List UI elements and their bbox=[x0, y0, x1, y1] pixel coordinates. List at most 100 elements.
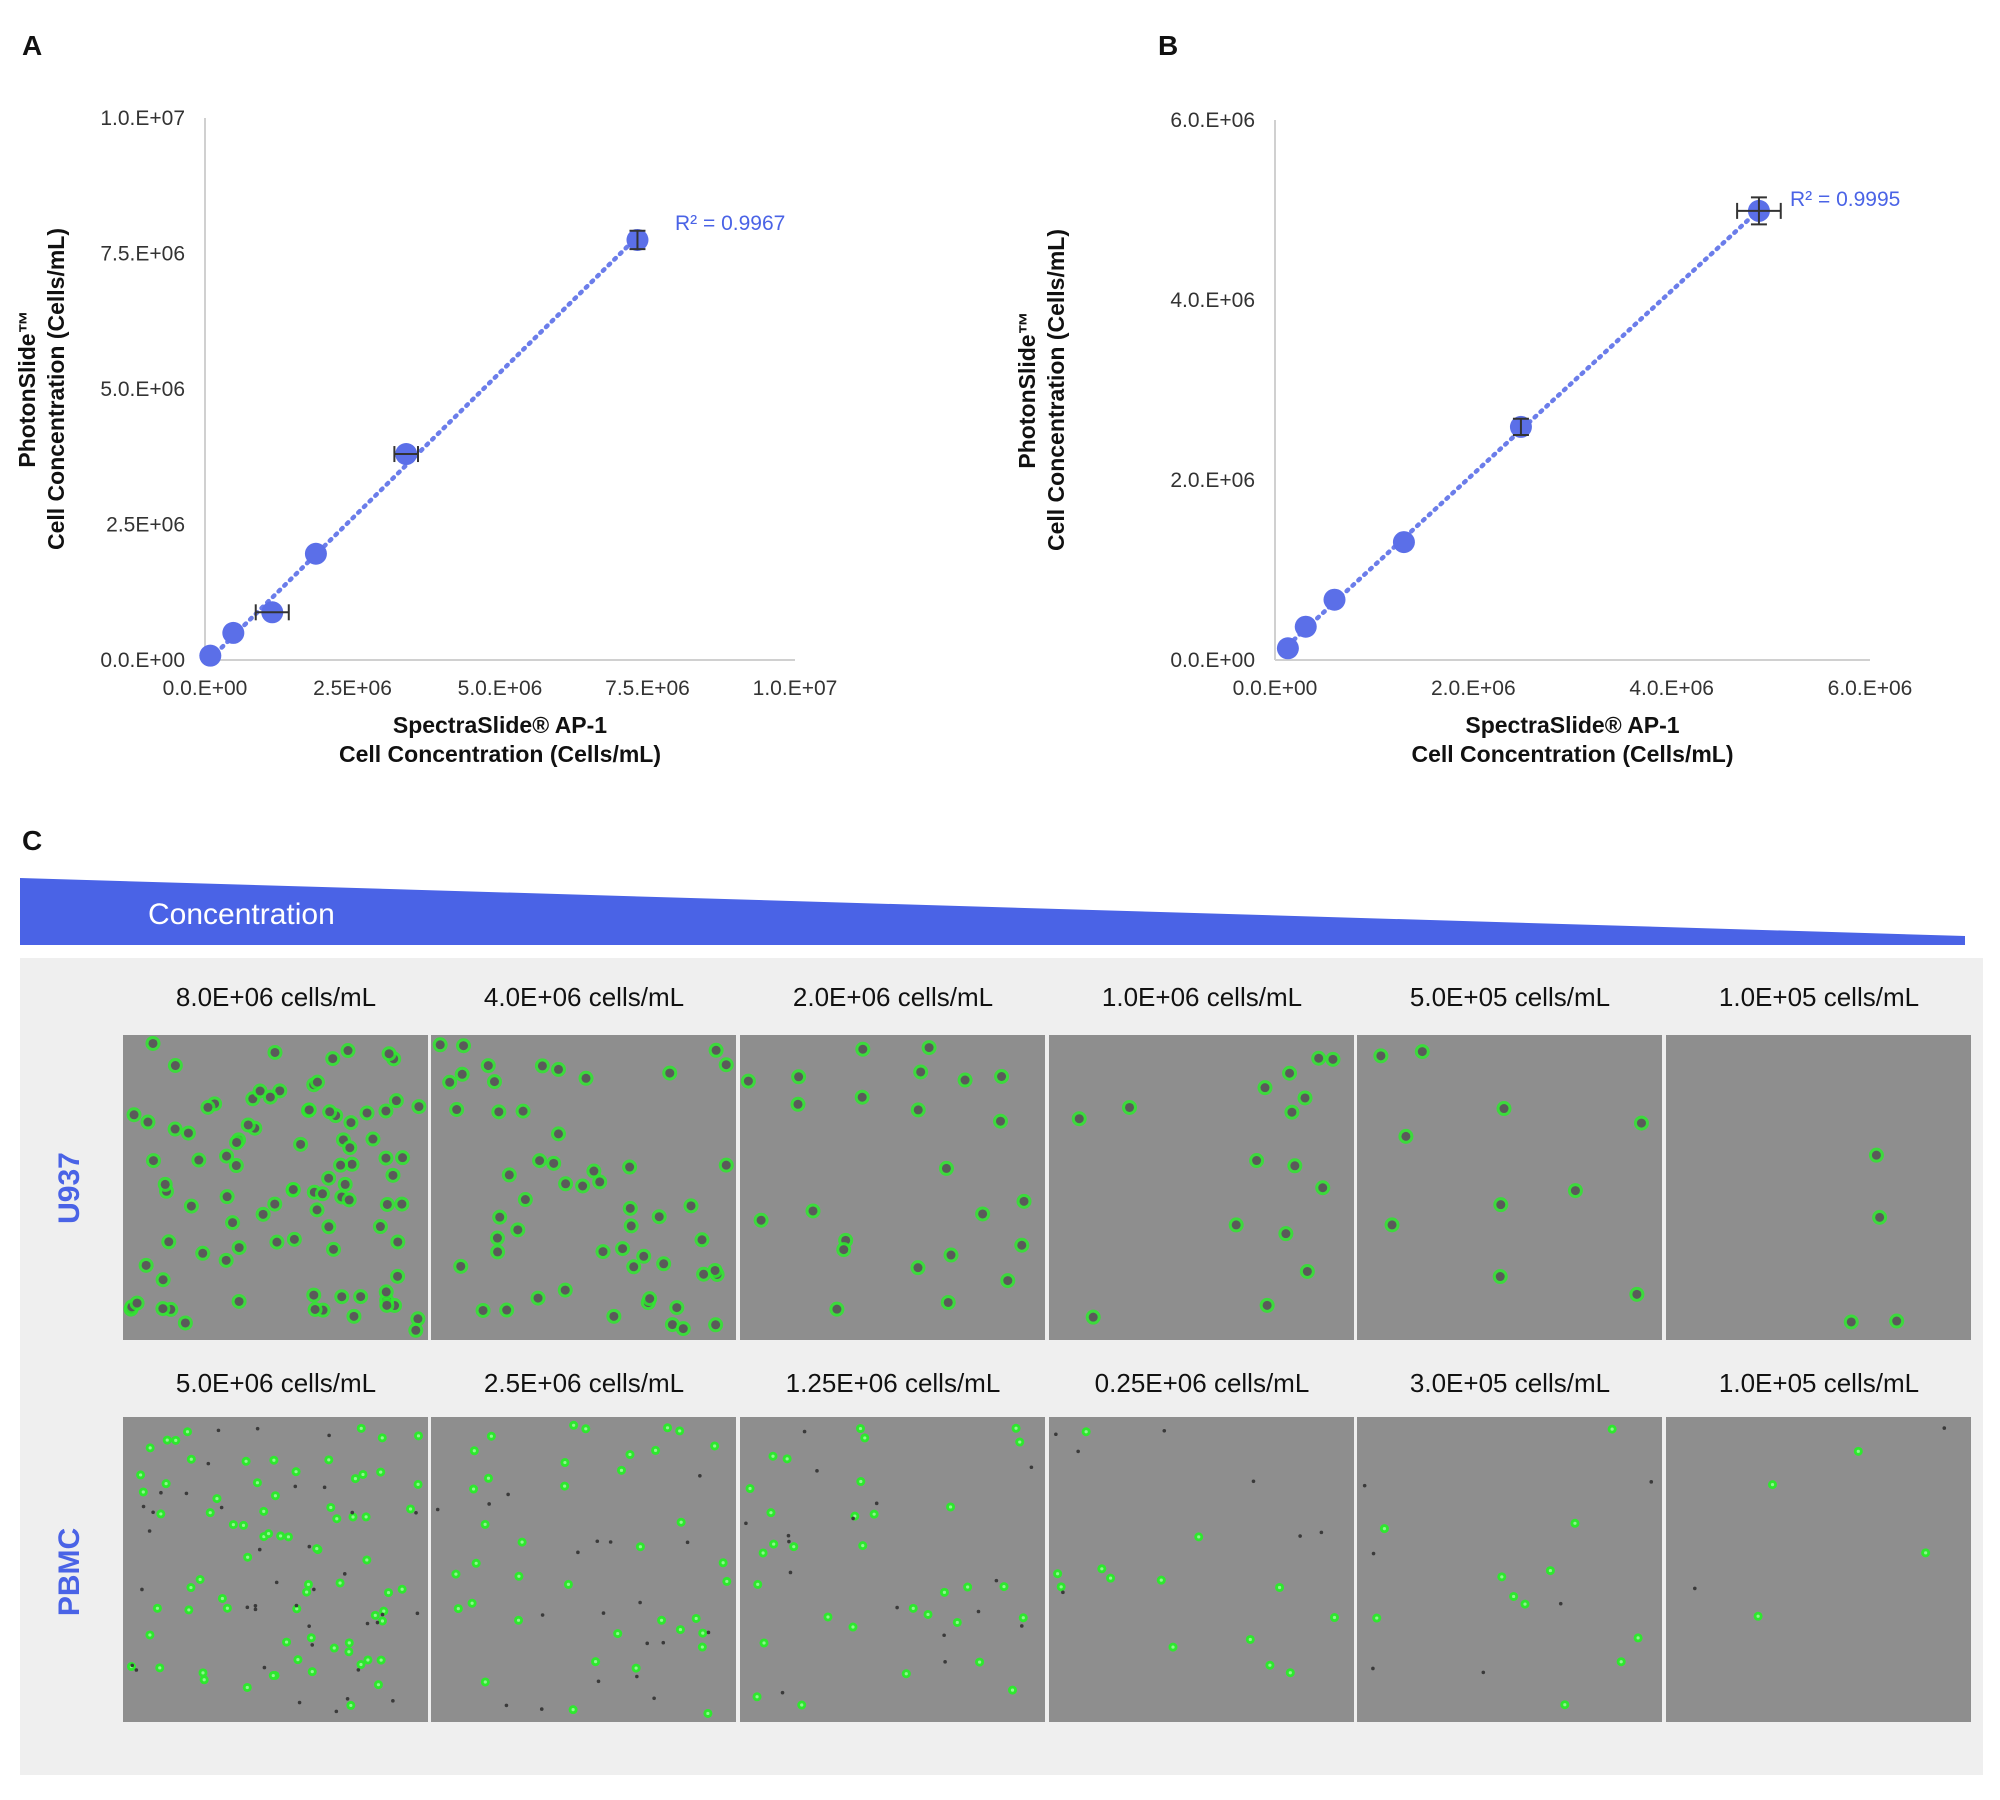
cell-core bbox=[272, 1458, 276, 1462]
cell-core bbox=[220, 1596, 225, 1601]
cell-core bbox=[164, 1237, 174, 1247]
cell-core bbox=[625, 1162, 635, 1172]
concentration-header: 0.25E+06 cells/mL bbox=[1094, 1368, 1310, 1398]
cell-core bbox=[1387, 1220, 1397, 1230]
debris-dot bbox=[435, 1507, 440, 1512]
cell-core bbox=[1376, 1051, 1386, 1061]
y-axis-title: PhotonSlide™ bbox=[1014, 311, 1040, 468]
cell-core bbox=[857, 1092, 867, 1102]
cell-core bbox=[659, 1259, 669, 1269]
cell-core bbox=[384, 1049, 394, 1059]
cell-core bbox=[234, 1243, 244, 1253]
cell-core bbox=[659, 1618, 664, 1622]
micrograph-canvas bbox=[1362, 1424, 1654, 1710]
cell-core bbox=[772, 1542, 776, 1546]
cell-core bbox=[748, 1486, 752, 1491]
cell-core bbox=[381, 1106, 391, 1116]
cell-core bbox=[756, 1582, 760, 1586]
cell-core bbox=[743, 1076, 753, 1086]
cell-core bbox=[231, 1522, 235, 1527]
cell-core bbox=[645, 1294, 655, 1304]
cell-core bbox=[380, 1619, 385, 1623]
cell-core bbox=[721, 1160, 731, 1170]
cell-core bbox=[578, 1181, 588, 1191]
cell-core bbox=[356, 1292, 366, 1302]
x-tick-label: 0.0.E+00 bbox=[163, 677, 248, 700]
cell-core bbox=[398, 1153, 408, 1163]
cell-core bbox=[913, 1263, 923, 1273]
concentration-header: 4.0E+06 cells/mL bbox=[483, 982, 685, 1012]
x-axis-title-units: Cell Concentration (Cells/mL) bbox=[1411, 741, 1733, 767]
cell-core bbox=[208, 1511, 212, 1515]
cell-core bbox=[513, 1225, 523, 1235]
cell-core bbox=[520, 1195, 530, 1205]
cell-core bbox=[1512, 1594, 1516, 1599]
cell-core bbox=[1125, 1102, 1135, 1112]
debris-dot bbox=[184, 1491, 189, 1496]
cell-core bbox=[1084, 1430, 1088, 1434]
cell-core bbox=[183, 1128, 193, 1138]
data-point bbox=[199, 644, 222, 667]
cell-core bbox=[344, 1195, 354, 1205]
debris-dot bbox=[1371, 1551, 1376, 1556]
cell-core bbox=[327, 1458, 331, 1462]
cell-core bbox=[761, 1551, 765, 1555]
micrograph-canvas bbox=[126, 1423, 424, 1714]
y-tick-label: 2.0.E+06 bbox=[1170, 469, 1255, 492]
cell-core bbox=[158, 1666, 162, 1670]
cell-core bbox=[408, 1507, 413, 1511]
cell-core bbox=[794, 1072, 804, 1082]
panel-label-b: B bbox=[1158, 30, 1179, 61]
cell-core bbox=[1401, 1131, 1411, 1141]
debris-dot bbox=[645, 1641, 650, 1646]
cell-core bbox=[1018, 1440, 1022, 1444]
cell-core bbox=[851, 1625, 855, 1629]
cell-core bbox=[571, 1708, 575, 1712]
cell-core bbox=[628, 1452, 632, 1457]
cell-core bbox=[584, 1427, 588, 1431]
micrograph-canvas bbox=[432, 1037, 734, 1337]
cell-core bbox=[347, 1159, 357, 1169]
cell-core bbox=[304, 1105, 314, 1115]
cell-core bbox=[863, 1436, 867, 1440]
cell-core bbox=[243, 1120, 253, 1130]
cell-core bbox=[189, 1457, 193, 1461]
debris-dot bbox=[1061, 1590, 1065, 1595]
cell-core bbox=[272, 1237, 282, 1247]
debris-dot bbox=[487, 1502, 491, 1506]
cell-core bbox=[711, 1045, 721, 1055]
cell-core bbox=[364, 1515, 368, 1519]
debris-dot bbox=[415, 1611, 420, 1616]
cell-core bbox=[1231, 1220, 1241, 1230]
debris-dot bbox=[151, 1510, 155, 1515]
data-point bbox=[222, 621, 245, 644]
micrograph-image bbox=[740, 1035, 1045, 1340]
cell-core bbox=[520, 1540, 524, 1544]
cell-core bbox=[148, 1156, 158, 1166]
x-tick-label: 0.0.E+00 bbox=[1233, 677, 1318, 700]
cell-core bbox=[376, 1683, 381, 1687]
cell-core bbox=[563, 1460, 567, 1465]
debris-dot bbox=[1162, 1428, 1167, 1433]
cell-core bbox=[472, 1449, 476, 1453]
debris-dot bbox=[943, 1660, 947, 1664]
cell-core bbox=[495, 1212, 505, 1222]
cell-core bbox=[289, 1234, 299, 1244]
debris-dot bbox=[297, 1700, 302, 1705]
cell-core bbox=[1382, 1526, 1387, 1531]
cell-core bbox=[349, 1311, 359, 1321]
debris-dot bbox=[134, 1668, 139, 1672]
debris-dot bbox=[661, 1640, 666, 1645]
x-tick-label: 2.0.E+06 bbox=[1431, 677, 1516, 700]
y-tick-label: 6.0.E+06 bbox=[1170, 109, 1255, 132]
cell-core bbox=[706, 1711, 710, 1716]
cell-core bbox=[203, 1102, 213, 1112]
cell-core bbox=[926, 1612, 930, 1617]
debris-dot bbox=[1942, 1426, 1947, 1430]
debris-dot bbox=[1076, 1449, 1080, 1454]
debris-dot bbox=[1693, 1586, 1697, 1591]
cell-core bbox=[400, 1587, 404, 1591]
cell-core bbox=[324, 1173, 334, 1183]
debris-dot bbox=[140, 1587, 144, 1592]
cell-core bbox=[995, 1116, 1005, 1126]
